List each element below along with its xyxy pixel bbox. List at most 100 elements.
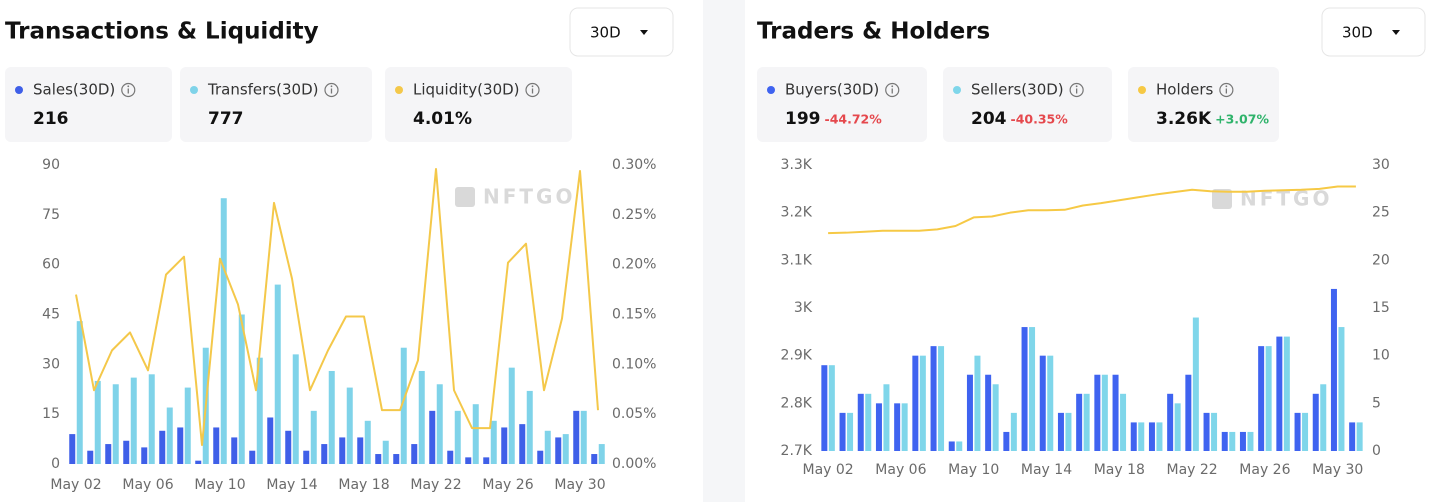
bar <box>231 437 238 464</box>
bar <box>418 370 425 464</box>
dropdown-label: 30D <box>1342 24 1373 42</box>
x-tick-label: May 18 <box>338 477 389 493</box>
y2-tick-label: 30 <box>1372 157 1390 173</box>
bar <box>213 427 220 464</box>
bar <box>1320 384 1327 451</box>
dropdown[interactable] <box>569 7 674 57</box>
bar <box>857 393 864 451</box>
info-icon <box>121 82 136 98</box>
bar <box>1211 412 1218 451</box>
bar <box>400 347 407 464</box>
bar <box>901 403 908 451</box>
bar <box>166 407 173 464</box>
bar <box>411 444 418 464</box>
legend-dot <box>190 86 198 94</box>
bar <box>1276 336 1283 451</box>
bar <box>490 420 497 464</box>
stat-label: Buyers(30D) <box>785 81 879 99</box>
bar <box>1003 431 1010 451</box>
y-tick-label: 0 <box>51 456 60 472</box>
bar <box>1029 327 1036 451</box>
bar <box>123 440 130 464</box>
y-tick-label: 15 <box>42 406 60 422</box>
x-tick-label: May 26 <box>482 477 533 493</box>
y2-tick-label: 15 <box>1372 300 1390 316</box>
bar <box>112 384 119 464</box>
bar <box>1349 422 1356 451</box>
stat-change: +3.07% <box>1215 112 1269 127</box>
bar <box>974 355 981 451</box>
bar <box>483 457 490 464</box>
bar <box>1221 431 1228 451</box>
info-icon <box>324 82 339 98</box>
bar <box>1185 374 1192 451</box>
watermark-logo <box>455 187 475 207</box>
info-icon <box>531 85 534 88</box>
legend-dot <box>395 86 403 94</box>
bar <box>454 410 461 464</box>
bar <box>328 370 335 464</box>
bar <box>1356 422 1363 451</box>
stat-change: -44.72% <box>825 112 883 127</box>
bar <box>1283 336 1290 451</box>
bar <box>1192 317 1199 451</box>
y-tick-label: 3.2K <box>781 205 813 221</box>
legend-dot <box>15 86 23 94</box>
bar <box>1247 431 1254 451</box>
bar <box>985 374 992 451</box>
panel-title: Traders & Holders <box>757 19 990 45</box>
y2-tick-label: 0.10% <box>612 356 656 372</box>
panel-title: Transactions & Liquidity <box>5 19 319 45</box>
stat-card <box>5 67 172 142</box>
y2-tick-label: 0 <box>1372 443 1381 459</box>
bar <box>508 367 515 464</box>
stat-value: 4.01% <box>413 109 472 129</box>
bar <box>1174 403 1181 451</box>
stat-change: -40.35% <box>1011 112 1069 127</box>
bar <box>1047 355 1054 451</box>
watermark-logo <box>1212 189 1232 209</box>
legend-dot <box>953 86 961 94</box>
bar <box>292 354 299 464</box>
info-icon <box>127 85 130 88</box>
x-tick-label: May 02 <box>802 462 853 478</box>
y-tick-label: 3.1K <box>781 252 813 268</box>
bar <box>573 410 580 464</box>
bar <box>249 450 256 464</box>
divider <box>703 0 745 502</box>
bar <box>1265 346 1272 451</box>
stat-card <box>385 67 572 142</box>
y2-tick-label: 10 <box>1372 348 1390 364</box>
bar <box>130 377 137 464</box>
y-tick-label: 2.8K <box>781 395 813 411</box>
bar <box>429 410 436 464</box>
bar <box>912 355 919 451</box>
bar <box>580 410 587 464</box>
legend-dot <box>767 86 775 94</box>
bar <box>919 355 926 451</box>
bar <box>220 198 227 464</box>
bar <box>938 346 945 451</box>
stat-card <box>180 67 372 142</box>
bar <box>1076 393 1083 451</box>
bar <box>1094 374 1101 451</box>
y2-tick-label: 0.25% <box>612 207 656 223</box>
x-tick-label: May 06 <box>875 462 926 478</box>
dropdown-caret <box>640 30 648 35</box>
bar <box>76 321 83 464</box>
bar <box>519 424 526 464</box>
bar <box>526 390 533 464</box>
bar <box>346 387 353 464</box>
bar <box>1039 355 1046 451</box>
stat-card <box>1128 67 1279 142</box>
bar <box>375 454 382 464</box>
bar <box>1010 412 1017 451</box>
stat-label: Holders <box>1156 81 1214 99</box>
bar <box>1130 422 1137 451</box>
dropdown[interactable] <box>1321 7 1426 57</box>
bar <box>195 460 202 464</box>
bar <box>839 412 846 451</box>
bar <box>148 374 155 464</box>
bar <box>1330 288 1337 451</box>
bar <box>382 440 389 464</box>
